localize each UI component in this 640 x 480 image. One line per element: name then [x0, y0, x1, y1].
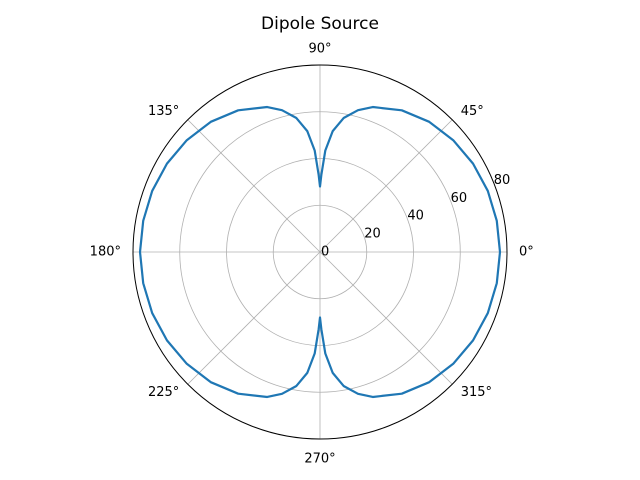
angle-tick-label: 225° [148, 385, 179, 400]
angle-tick-label: 90° [308, 42, 331, 57]
tick-labels: 0° 45° 90° 135° 180° 225° 270° 315° 0 20 40 60 80 [90, 42, 534, 467]
radial-tick-label: 60 [451, 191, 468, 206]
chart-title: Dipole Source [261, 14, 379, 34]
polar-grid [132, 64, 508, 440]
radial-tick-label: 80 [494, 173, 511, 188]
series-line [138, 105, 502, 399]
angle-tick-label: 270° [304, 452, 335, 467]
series-layer [138, 105, 502, 399]
radial-tick-label: 0 [321, 245, 329, 260]
radial-tick-label: 20 [364, 227, 381, 242]
radial-gridline [179, 111, 461, 393]
angle-tick-label: 45° [461, 104, 484, 119]
angle-tick-label: 0° [519, 245, 534, 260]
radial-tick-label: 40 [407, 209, 424, 224]
angle-tick-label: 180° [90, 245, 121, 260]
polar-frame [132, 64, 508, 440]
radial-gridline [272, 204, 368, 300]
angle-tick-label: 135° [148, 104, 179, 119]
angle-tick-label: 315° [461, 385, 492, 400]
radial-gridline [226, 158, 414, 346]
